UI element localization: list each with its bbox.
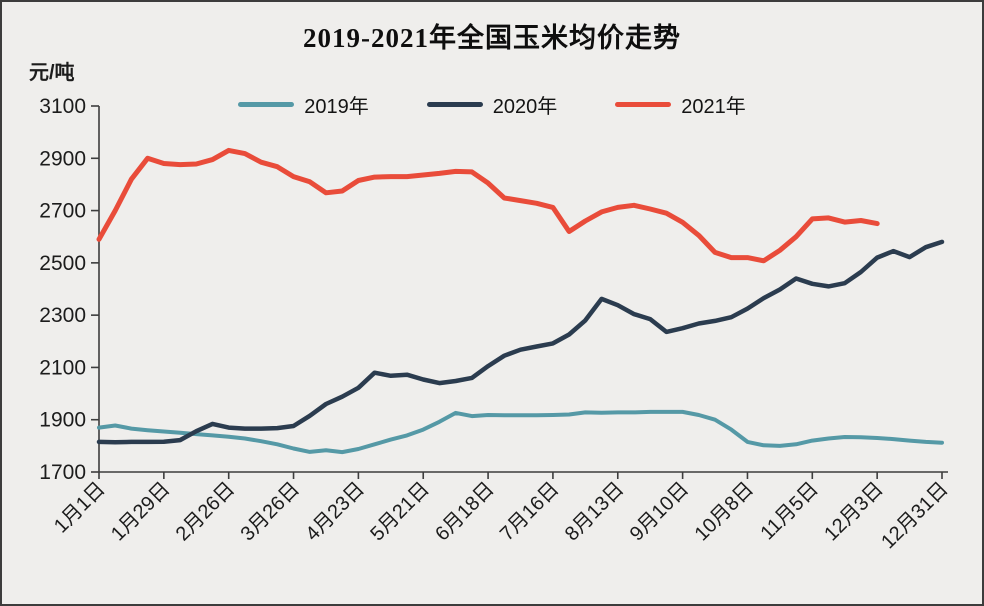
legend-swatch-2021: [615, 102, 672, 107]
x-tick-label: 1月29日: [107, 478, 174, 545]
legend-label-2019: 2019年: [304, 96, 369, 118]
y-tick-label: 1700: [39, 461, 86, 484]
legend: 2019年 2020年 2021年: [2, 90, 982, 119]
x-tick-label: 1月1日: [50, 478, 110, 538]
y-tick-label: 2100: [39, 356, 86, 379]
x-tick-label: 9月10日: [626, 478, 693, 545]
x-tick-label: 5月21日: [366, 478, 433, 545]
x-tick-label: 7月16日: [496, 478, 563, 545]
y-tick-label: 1900: [39, 409, 86, 432]
y-tick-label: 2500: [39, 252, 86, 275]
y-tick-label: 3100: [39, 95, 86, 118]
y-tick-label: 2900: [39, 147, 86, 170]
series-line-1: [96, 239, 945, 445]
legend-item-2020: 2020年: [426, 90, 558, 119]
x-tick-label: 2月26日: [172, 478, 239, 545]
legend-swatch-2020: [426, 102, 483, 107]
series-line-2: [96, 147, 880, 264]
x-tick-label: 8月13日: [561, 478, 628, 545]
chart-title: 2019-2021年全国玉米均价走势: [303, 23, 681, 53]
x-tick-label: 4月23日: [301, 478, 368, 545]
x-tick-label: 10月8日: [691, 478, 758, 545]
y-tick-label: 2300: [39, 304, 86, 327]
x-tick-label: 12月31日: [877, 478, 952, 553]
x-tick-label: 6月18日: [431, 478, 498, 545]
legend-swatch-2019: [238, 102, 295, 107]
legend-label-2021: 2021年: [681, 96, 746, 118]
legend-item-2021: 2021年: [615, 90, 746, 119]
x-tick-label: 11月5日: [756, 478, 822, 544]
x-tick-label: 12月3日: [820, 478, 887, 545]
y-axis-unit-label: 元/吨: [29, 62, 75, 84]
legend-label-2020: 2020年: [492, 96, 558, 118]
x-tick-label: 3月26日: [237, 478, 304, 545]
series-line-0: [97, 409, 944, 455]
legend-item-2019: 2019年: [238, 90, 369, 119]
y-tick-label: 2700: [39, 200, 86, 223]
